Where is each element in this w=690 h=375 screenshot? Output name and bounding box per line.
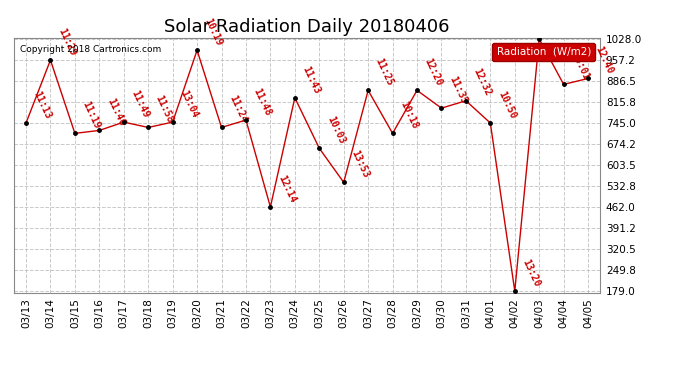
Title: Solar Radiation Daily 20180406: Solar Radiation Daily 20180406	[164, 18, 450, 36]
Legend: Radiation  (W/m2): Radiation (W/m2)	[493, 43, 595, 61]
Text: 11:35: 11:35	[447, 75, 469, 105]
Text: 10:50: 10:50	[496, 89, 518, 120]
Text: 11:24: 11:24	[227, 94, 248, 124]
Text: 11:58: 11:58	[154, 94, 175, 124]
Text: 11:49: 11:49	[129, 88, 151, 119]
Text: 12:14: 12:14	[276, 173, 297, 204]
Text: 11:13: 11:13	[32, 89, 53, 120]
Text: 11:25: 11:25	[374, 57, 395, 88]
Text: 11:19: 11:19	[81, 100, 102, 130]
Text: 10:19: 10:19	[203, 16, 224, 48]
Text: 13:20: 13:20	[520, 257, 542, 288]
Text: 11:43: 11:43	[300, 64, 322, 95]
Text: Copyright 2018 Cartronics.com: Copyright 2018 Cartronics.com	[19, 45, 161, 54]
Text: 11:48: 11:48	[252, 86, 273, 117]
Text: 12:20: 12:20	[422, 57, 444, 88]
Text: 12:40: 12:40	[593, 45, 615, 76]
Text: 10:18: 10:18	[398, 100, 420, 130]
Text: 13:04: 13:04	[178, 88, 199, 119]
Text: 13:53: 13:53	[349, 149, 371, 180]
Text: 11:46: 11:46	[105, 97, 126, 128]
Text: 10:03: 10:03	[325, 115, 346, 146]
Text: 14:01: 14:01	[569, 51, 591, 82]
Text: 12:32: 12:32	[471, 67, 493, 98]
Text: 11:29: 11:29	[56, 26, 77, 57]
